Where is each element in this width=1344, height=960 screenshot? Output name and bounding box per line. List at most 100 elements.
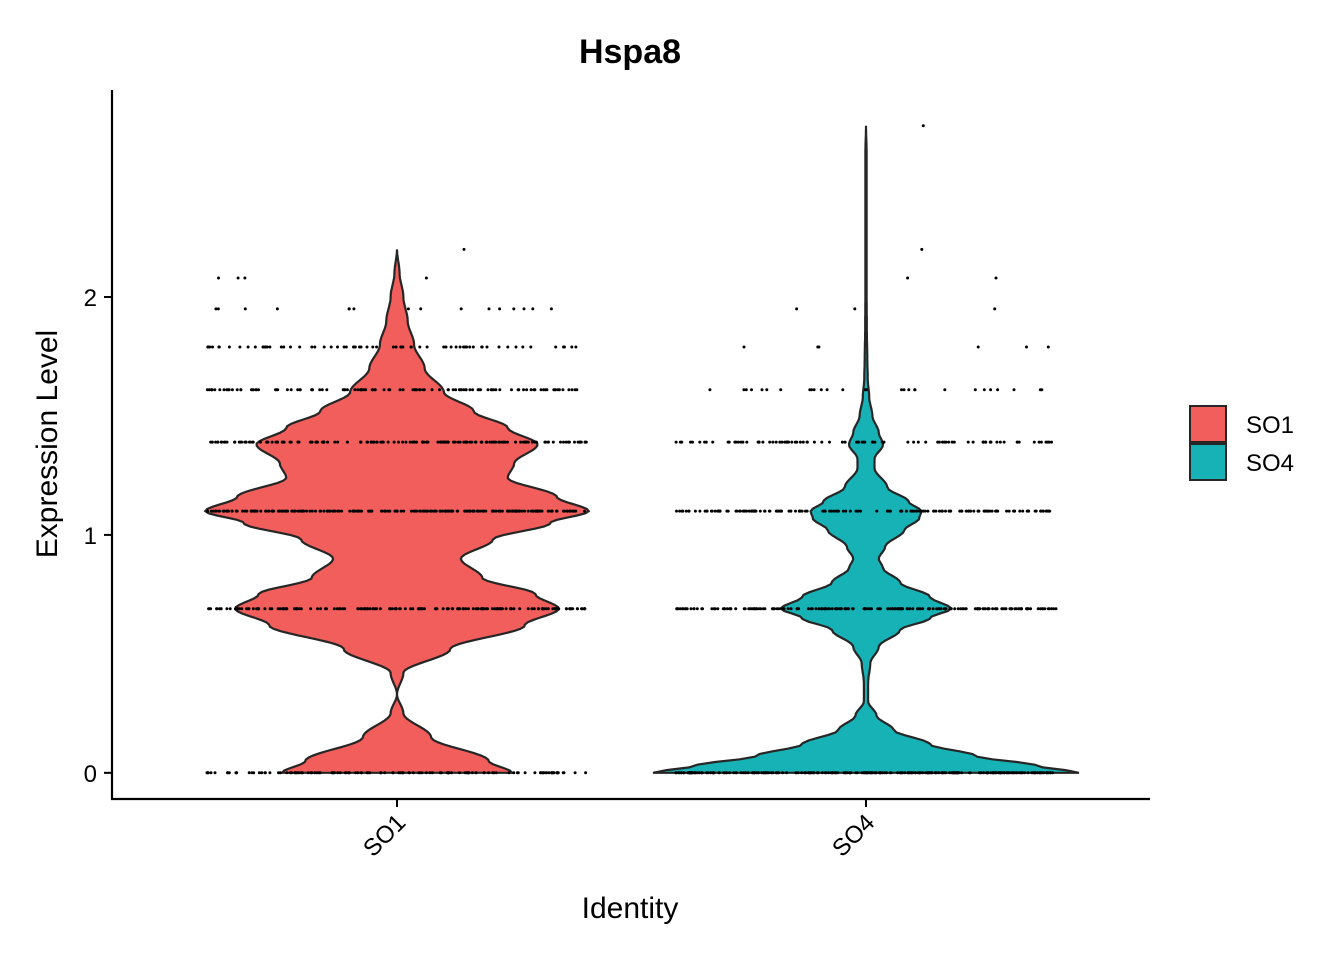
y-tick-label: 0 [84, 761, 97, 788]
data-point [375, 440, 379, 444]
data-point [486, 388, 490, 392]
data-point [709, 771, 713, 775]
data-point [907, 388, 911, 392]
data-point [831, 771, 835, 775]
data-point [230, 388, 234, 392]
data-point [407, 771, 411, 775]
data-point [1044, 440, 1048, 444]
data-point [356, 388, 360, 392]
data-point [408, 440, 412, 444]
data-point [440, 440, 444, 444]
data-point [944, 509, 947, 513]
data-point [977, 509, 981, 513]
data-point [296, 607, 299, 611]
data-point [336, 771, 340, 775]
data-point [995, 607, 999, 611]
data-point [952, 440, 956, 444]
data-point [434, 607, 438, 611]
data-point [819, 388, 823, 392]
data-point [441, 607, 445, 611]
data-point [487, 307, 491, 311]
data-point [250, 509, 254, 513]
data-point [406, 307, 410, 311]
data-point [356, 607, 360, 611]
data-point [243, 276, 247, 280]
data-point [372, 440, 376, 444]
legend-swatch-so4 [1189, 443, 1227, 481]
data-point [742, 345, 746, 349]
data-point [230, 509, 234, 513]
data-point [756, 771, 760, 775]
data-point [742, 388, 746, 392]
data-point [476, 509, 480, 513]
data-point [1038, 607, 1042, 611]
data-point [927, 607, 931, 611]
data-point [492, 388, 496, 392]
data-point [468, 388, 472, 392]
data-point [381, 440, 385, 444]
data-point [680, 509, 684, 513]
data-point [479, 509, 482, 513]
data-point [832, 509, 836, 513]
data-point [856, 509, 860, 513]
data-point [209, 771, 213, 775]
data-point [866, 771, 870, 775]
data-point [445, 440, 449, 444]
data-point [1010, 607, 1014, 611]
data-point [257, 771, 261, 775]
data-point [259, 440, 263, 444]
data-point [790, 440, 794, 444]
data-point [441, 509, 445, 513]
data-point [351, 509, 355, 513]
data-point [921, 124, 925, 128]
data-point [306, 771, 310, 775]
data-point [211, 345, 214, 349]
data-point [908, 607, 912, 611]
data-point [422, 509, 426, 513]
data-point [841, 388, 845, 392]
data-point [371, 345, 375, 349]
data-point [814, 607, 818, 611]
data-point [279, 345, 283, 349]
data-point [568, 607, 572, 611]
data-point [843, 440, 847, 444]
data-point [1041, 607, 1045, 611]
data-point [1048, 771, 1052, 775]
data-point [553, 607, 557, 611]
data-point [270, 607, 274, 611]
data-point [918, 509, 921, 513]
data-point [712, 607, 716, 611]
data-point [838, 607, 842, 611]
data-point [319, 607, 323, 611]
data-point [226, 771, 230, 775]
data-point [225, 388, 229, 392]
data-point [778, 440, 782, 444]
data-point [310, 771, 314, 775]
data-point [213, 388, 217, 392]
data-point [241, 509, 244, 513]
data-point [401, 771, 405, 775]
data-point [455, 509, 459, 513]
data-point [834, 771, 838, 775]
data-point [375, 345, 379, 349]
data-point [458, 771, 461, 775]
data-point [402, 509, 406, 513]
data-point [383, 771, 387, 775]
data-point [935, 607, 939, 611]
data-point [360, 607, 364, 611]
data-point [770, 771, 773, 775]
data-point [840, 440, 844, 444]
data-point [693, 509, 697, 513]
data-point [446, 607, 450, 611]
data-point [245, 509, 249, 513]
data-point [1029, 607, 1033, 611]
data-point [345, 388, 349, 392]
data-point [848, 771, 852, 775]
data-point [583, 509, 586, 513]
data-point [347, 771, 351, 775]
data-point [259, 509, 263, 513]
data-point [425, 345, 429, 349]
data-point [537, 509, 541, 513]
data-point [976, 607, 980, 611]
